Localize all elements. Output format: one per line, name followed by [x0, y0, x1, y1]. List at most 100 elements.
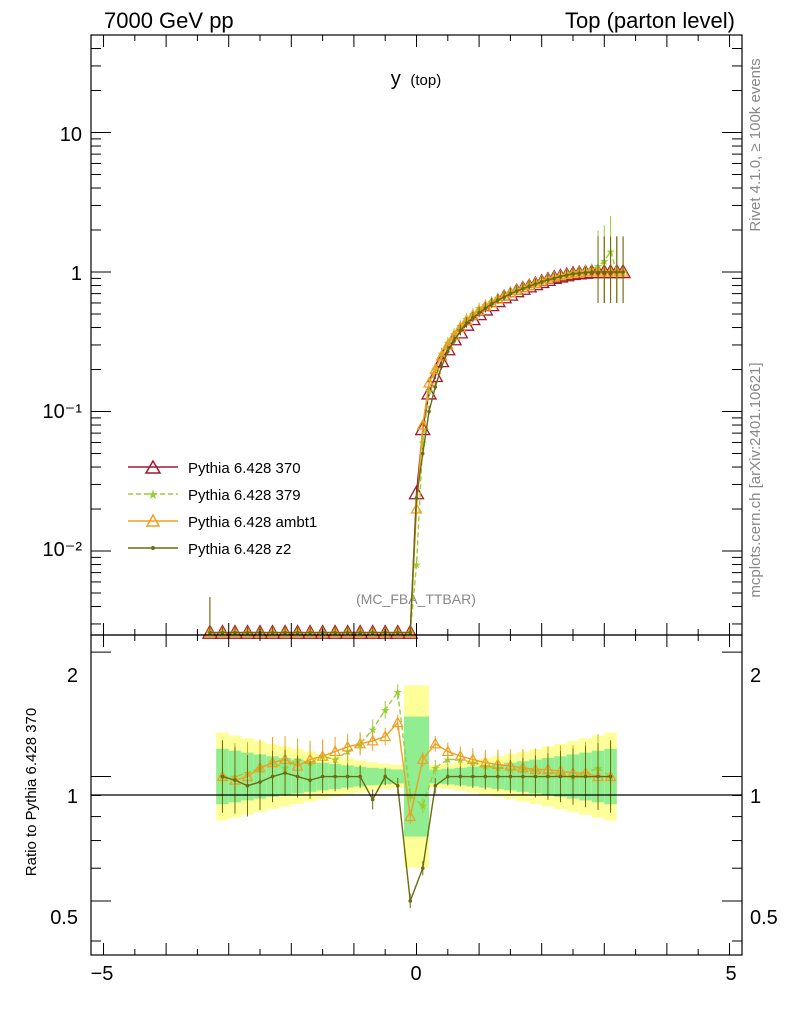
lower-point-marker: ★	[393, 687, 403, 699]
upper-point-marker	[445, 349, 450, 354]
legend-marker-370	[144, 459, 162, 474]
upper-point-marker	[514, 289, 519, 293]
lower-point-marker	[471, 774, 475, 779]
upper-point-marker	[295, 630, 300, 635]
upper-point-marker	[615, 270, 619, 274]
lower-point-marker	[483, 774, 488, 779]
lower-ytick-label-2-left: 2	[67, 665, 78, 687]
legend-marker-ambt1	[145, 513, 161, 527]
upper-point-marker	[408, 630, 413, 635]
upper-point-marker: ★	[424, 386, 434, 398]
lower-point-marker	[496, 774, 500, 779]
upper-point-marker	[358, 630, 362, 635]
lower-point-marker	[391, 716, 404, 728]
upper-point-marker	[333, 630, 337, 635]
lower-point-marker	[341, 740, 354, 752]
upper-point-marker	[439, 364, 444, 369]
upper-point-marker	[233, 630, 237, 635]
upper-point-marker	[308, 630, 312, 635]
lower-point-marker	[466, 753, 479, 765]
upper-point-marker	[573, 266, 586, 278]
lower-point-marker	[546, 774, 550, 779]
upper-point-marker	[427, 409, 431, 414]
upper-point-marker	[533, 282, 538, 286]
upper-point-marker	[370, 630, 375, 635]
upper-point-marker	[589, 270, 594, 274]
upper-point-marker	[508, 291, 513, 296]
lower-point-marker	[379, 730, 392, 742]
lower-point-marker	[441, 745, 454, 757]
upper-series-layer: ★★★★★★★★★★★★★★★★★★★★★★★★★★★★★★★★★★★★★★★★…	[201, 216, 632, 640]
lower-point-marker	[354, 737, 367, 749]
upper-point-marker	[552, 276, 557, 281]
lower-ytick-label-1-right: 1	[750, 786, 761, 808]
upper-point-marker	[283, 630, 287, 635]
legend-label-ambt1: Pythia 6.428 ambt1	[188, 514, 317, 531]
side-label-bottom: mcplots.cern.ch [arXiv:2401.10621]	[747, 362, 764, 597]
upper-ytick-label-1: 1	[71, 263, 82, 285]
upper-point-marker	[414, 496, 419, 500]
side-label-top: Rivet 4.1.0, ≥ 100k events	[747, 58, 764, 231]
upper-point-marker	[477, 311, 481, 315]
lower-ytick-label-1-left: 1	[67, 786, 78, 808]
lower-point-marker	[258, 780, 262, 784]
lower-point-marker	[383, 774, 388, 779]
main-title: y (top)	[391, 68, 441, 90]
lower-point-marker	[270, 774, 275, 779]
ratio-band-inner	[416, 716, 430, 837]
legend-label-379: Pythia 6.428 379	[188, 487, 301, 504]
upper-point-marker	[583, 270, 588, 275]
upper-point-marker	[602, 270, 607, 274]
upper-point-marker	[546, 277, 550, 282]
upper-point-marker: ★	[418, 437, 428, 449]
upper-point-marker	[416, 418, 429, 430]
ratio-band-inner	[391, 769, 404, 784]
lower-point-marker: ★	[418, 801, 428, 813]
legend-item-370: Pythia 6.428 370	[128, 459, 301, 477]
upper-point-marker	[558, 274, 563, 279]
lower-point-marker	[433, 783, 438, 788]
upper-point-marker	[577, 271, 582, 276]
upper-ytick-label-0p01: 10⁻²	[43, 539, 83, 561]
upper-point-marker	[579, 265, 592, 277]
lower-point-marker	[454, 749, 467, 761]
upper-ytick-label-0p1: 10⁻¹	[43, 401, 83, 423]
upper-point-marker	[458, 328, 463, 333]
xtick-label-minus5: −5	[91, 963, 114, 985]
lower-point-marker: ★	[380, 705, 390, 717]
lower-point-marker	[420, 866, 425, 871]
ratio-band-inner	[429, 769, 442, 784]
lower-point-marker	[404, 810, 417, 822]
lower-ytick-label-0p5-left: 0.5	[50, 907, 78, 929]
upper-point-marker	[571, 272, 575, 276]
lower-series-line-2	[222, 721, 611, 817]
lower-point-marker	[458, 774, 463, 779]
lower-point-marker	[408, 899, 413, 903]
lower-point-marker	[445, 774, 450, 779]
lower-point-marker	[333, 774, 337, 779]
lower-point-marker	[295, 774, 300, 779]
upper-point-marker	[527, 284, 531, 289]
lower-series-line-1	[222, 690, 611, 807]
ratio-band-inner	[403, 716, 417, 837]
upper-ytick-label-10: 10	[60, 124, 82, 146]
ratio-band-inner	[366, 767, 379, 786]
xtick-label-5: 5	[725, 963, 736, 985]
upper-point-marker	[539, 280, 544, 284]
legend-item-z2: Pythia 6.428 z2	[128, 541, 291, 558]
upper-series-line-0	[209, 271, 624, 634]
watermark: (MC_FBA_TTBAR)	[356, 591, 476, 607]
ratio-y-label: Ratio to Pythia 6.428 370	[23, 708, 40, 876]
lower-point-marker	[395, 783, 400, 788]
upper-point-marker	[420, 384, 438, 400]
lower-point-marker: ★	[443, 754, 453, 766]
legend-label-z2: Pythia 6.428 z2	[188, 541, 291, 558]
lower-point-marker	[245, 783, 250, 788]
upper-point-marker	[245, 630, 250, 635]
lower-ytick-label-0p5-right: 0.5	[750, 907, 778, 929]
lower-point-marker: ★	[405, 790, 415, 802]
xtick-label-0: 0	[410, 963, 421, 985]
lower-point-marker: ★	[430, 763, 440, 775]
lower-point-marker	[429, 737, 442, 749]
